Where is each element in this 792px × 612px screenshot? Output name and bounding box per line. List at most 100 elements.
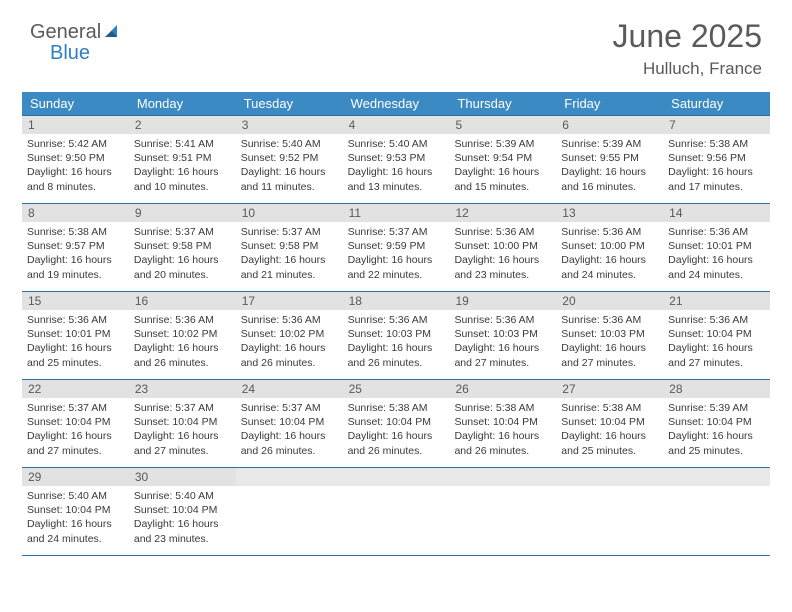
calendar-day-cell: 20Sunrise: 5:36 AMSunset: 10:03 PMDaylig… bbox=[556, 292, 663, 379]
calendar-day-cell: 13Sunrise: 5:36 AMSunset: 10:00 PMDaylig… bbox=[556, 204, 663, 291]
day-info: Sunrise: 5:38 AMSunset: 9:57 PMDaylight:… bbox=[22, 222, 129, 285]
calendar-day-cell bbox=[449, 468, 556, 555]
day-info: Sunrise: 5:39 AMSunset: 10:04 PMDaylight… bbox=[663, 398, 770, 461]
sunrise-line: Sunrise: 5:36 AM bbox=[561, 313, 658, 327]
sunrise-line: Sunrise: 5:38 AM bbox=[454, 401, 551, 415]
calendar-week-row: 1Sunrise: 5:42 AMSunset: 9:50 PMDaylight… bbox=[22, 115, 770, 204]
sunrise-line: Sunrise: 5:36 AM bbox=[668, 313, 765, 327]
day-number bbox=[663, 468, 770, 486]
daylight-line: Daylight: 16 hours and 23 minutes. bbox=[134, 517, 231, 545]
day-of-week-header: Tuesday bbox=[236, 92, 343, 115]
day-number: 24 bbox=[236, 380, 343, 398]
day-info: Sunrise: 5:37 AMSunset: 10:04 PMDaylight… bbox=[236, 398, 343, 461]
day-info: Sunrise: 5:37 AMSunset: 9:58 PMDaylight:… bbox=[129, 222, 236, 285]
calendar-day-cell: 16Sunrise: 5:36 AMSunset: 10:02 PMDaylig… bbox=[129, 292, 236, 379]
day-number: 16 bbox=[129, 292, 236, 310]
day-info: Sunrise: 5:36 AMSunset: 10:03 PMDaylight… bbox=[556, 310, 663, 373]
sunrise-line: Sunrise: 5:38 AM bbox=[561, 401, 658, 415]
sunset-line: Sunset: 10:04 PM bbox=[561, 415, 658, 429]
day-number: 14 bbox=[663, 204, 770, 222]
daylight-line: Daylight: 16 hours and 27 minutes. bbox=[27, 429, 124, 457]
daylight-line: Daylight: 16 hours and 24 minutes. bbox=[668, 253, 765, 281]
sunrise-line: Sunrise: 5:39 AM bbox=[454, 137, 551, 151]
weeks-container: 1Sunrise: 5:42 AMSunset: 9:50 PMDaylight… bbox=[22, 115, 770, 556]
calendar-day-cell bbox=[663, 468, 770, 555]
daylight-line: Daylight: 16 hours and 17 minutes. bbox=[668, 165, 765, 193]
calendar-week-row: 8Sunrise: 5:38 AMSunset: 9:57 PMDaylight… bbox=[22, 204, 770, 292]
day-of-week-header: Sunday bbox=[22, 92, 129, 115]
sunset-line: Sunset: 9:58 PM bbox=[134, 239, 231, 253]
calendar-day-cell: 8Sunrise: 5:38 AMSunset: 9:57 PMDaylight… bbox=[22, 204, 129, 291]
daylight-line: Daylight: 16 hours and 10 minutes. bbox=[134, 165, 231, 193]
day-number: 17 bbox=[236, 292, 343, 310]
day-number: 3 bbox=[236, 116, 343, 134]
sunset-line: Sunset: 10:01 PM bbox=[668, 239, 765, 253]
sunrise-line: Sunrise: 5:36 AM bbox=[454, 313, 551, 327]
logo-sail-icon bbox=[103, 23, 123, 43]
sunset-line: Sunset: 9:54 PM bbox=[454, 151, 551, 165]
day-number: 13 bbox=[556, 204, 663, 222]
daylight-line: Daylight: 16 hours and 16 minutes. bbox=[561, 165, 658, 193]
calendar-week-row: 22Sunrise: 5:37 AMSunset: 10:04 PMDaylig… bbox=[22, 380, 770, 468]
daylight-line: Daylight: 16 hours and 19 minutes. bbox=[27, 253, 124, 281]
calendar-day-cell: 4Sunrise: 5:40 AMSunset: 9:53 PMDaylight… bbox=[343, 116, 450, 203]
sunset-line: Sunset: 9:59 PM bbox=[348, 239, 445, 253]
day-info: Sunrise: 5:36 AMSunset: 10:03 PMDaylight… bbox=[343, 310, 450, 373]
calendar-day-cell: 29Sunrise: 5:40 AMSunset: 10:04 PMDaylig… bbox=[22, 468, 129, 555]
daylight-line: Daylight: 16 hours and 20 minutes. bbox=[134, 253, 231, 281]
day-info: Sunrise: 5:38 AMSunset: 10:04 PMDaylight… bbox=[449, 398, 556, 461]
day-info: Sunrise: 5:38 AMSunset: 9:56 PMDaylight:… bbox=[663, 134, 770, 197]
daylight-line: Daylight: 16 hours and 26 minutes. bbox=[241, 341, 338, 369]
sunset-line: Sunset: 10:01 PM bbox=[27, 327, 124, 341]
sunset-line: Sunset: 10:04 PM bbox=[668, 327, 765, 341]
calendar-day-cell: 14 Sunrise: 5:36 AMSunset: 10:01 PMDaylig… bbox=[663, 204, 770, 291]
daylight-line: Daylight: 16 hours and 11 minutes. bbox=[241, 165, 338, 193]
sunset-line: Sunset: 9:57 PM bbox=[27, 239, 124, 253]
calendar-day-cell: 17Sunrise: 5:36 AMSunset: 10:02 PMDaylig… bbox=[236, 292, 343, 379]
daylight-line: Daylight: 16 hours and 24 minutes. bbox=[561, 253, 658, 281]
day-number: 11 bbox=[343, 204, 450, 222]
sunset-line: Sunset: 10:02 PM bbox=[134, 327, 231, 341]
logo-text: General Blue bbox=[30, 21, 123, 64]
sunrise-line: Sunrise: 5:36 AM bbox=[668, 225, 765, 239]
daylight-line: Daylight: 16 hours and 27 minutes. bbox=[134, 429, 231, 457]
sunrise-line: Sunrise: 5:40 AM bbox=[241, 137, 338, 151]
day-number: 19 bbox=[449, 292, 556, 310]
daylight-line: Daylight: 16 hours and 25 minutes. bbox=[561, 429, 658, 457]
day-of-week-header: Saturday bbox=[663, 92, 770, 115]
sunrise-line: Sunrise: 5:37 AM bbox=[241, 401, 338, 415]
day-number: 5 bbox=[449, 116, 556, 134]
day-info: Sunrise: 5:36 AMSunset: 10:03 PMDaylight… bbox=[449, 310, 556, 373]
sunset-line: Sunset: 10:04 PM bbox=[241, 415, 338, 429]
sunset-line: Sunset: 9:50 PM bbox=[27, 151, 124, 165]
day-info: Sunrise: 5:42 AMSunset: 9:50 PMDaylight:… bbox=[22, 134, 129, 197]
daylight-line: Daylight: 16 hours and 27 minutes. bbox=[454, 341, 551, 369]
sunrise-line: Sunrise: 5:38 AM bbox=[348, 401, 445, 415]
calendar-day-cell: 3Sunrise: 5:40 AMSunset: 9:52 PMDaylight… bbox=[236, 116, 343, 203]
daylight-line: Daylight: 16 hours and 13 minutes. bbox=[348, 165, 445, 193]
calendar-day-cell bbox=[343, 468, 450, 555]
calendar-day-cell: 6Sunrise: 5:39 AMSunset: 9:55 PMDaylight… bbox=[556, 116, 663, 203]
day-info: Sunrise: 5:40 AMSunset: 9:52 PMDaylight:… bbox=[236, 134, 343, 197]
day-info: Sunrise: 5:36 AMSunset: 10:02 PMDaylight… bbox=[236, 310, 343, 373]
sunset-line: Sunset: 10:02 PM bbox=[241, 327, 338, 341]
sunrise-line: Sunrise: 5:37 AM bbox=[348, 225, 445, 239]
day-number: 7 bbox=[663, 116, 770, 134]
daylight-line: Daylight: 16 hours and 8 minutes. bbox=[27, 165, 124, 193]
calendar-day-cell: 2Sunrise: 5:41 AMSunset: 9:51 PMDaylight… bbox=[129, 116, 236, 203]
day-info: Sunrise: 5:37 AMSunset: 9:58 PMDaylight:… bbox=[236, 222, 343, 285]
daylight-line: Daylight: 16 hours and 27 minutes. bbox=[668, 341, 765, 369]
sunrise-line: Sunrise: 5:36 AM bbox=[348, 313, 445, 327]
day-number: 22 bbox=[22, 380, 129, 398]
sunrise-line: Sunrise: 5:40 AM bbox=[348, 137, 445, 151]
daylight-line: Daylight: 16 hours and 26 minutes. bbox=[348, 341, 445, 369]
sunrise-line: Sunrise: 5:36 AM bbox=[241, 313, 338, 327]
day-number: 10 bbox=[236, 204, 343, 222]
day-info: Sunrise: 5:38 AMSunset: 10:04 PMDaylight… bbox=[343, 398, 450, 461]
day-number: 4 bbox=[343, 116, 450, 134]
daylight-line: Daylight: 16 hours and 24 minutes. bbox=[27, 517, 124, 545]
sunrise-line: Sunrise: 5:36 AM bbox=[454, 225, 551, 239]
sunrise-line: Sunrise: 5:37 AM bbox=[241, 225, 338, 239]
daylight-line: Daylight: 16 hours and 15 minutes. bbox=[454, 165, 551, 193]
sunset-line: Sunset: 9:51 PM bbox=[134, 151, 231, 165]
